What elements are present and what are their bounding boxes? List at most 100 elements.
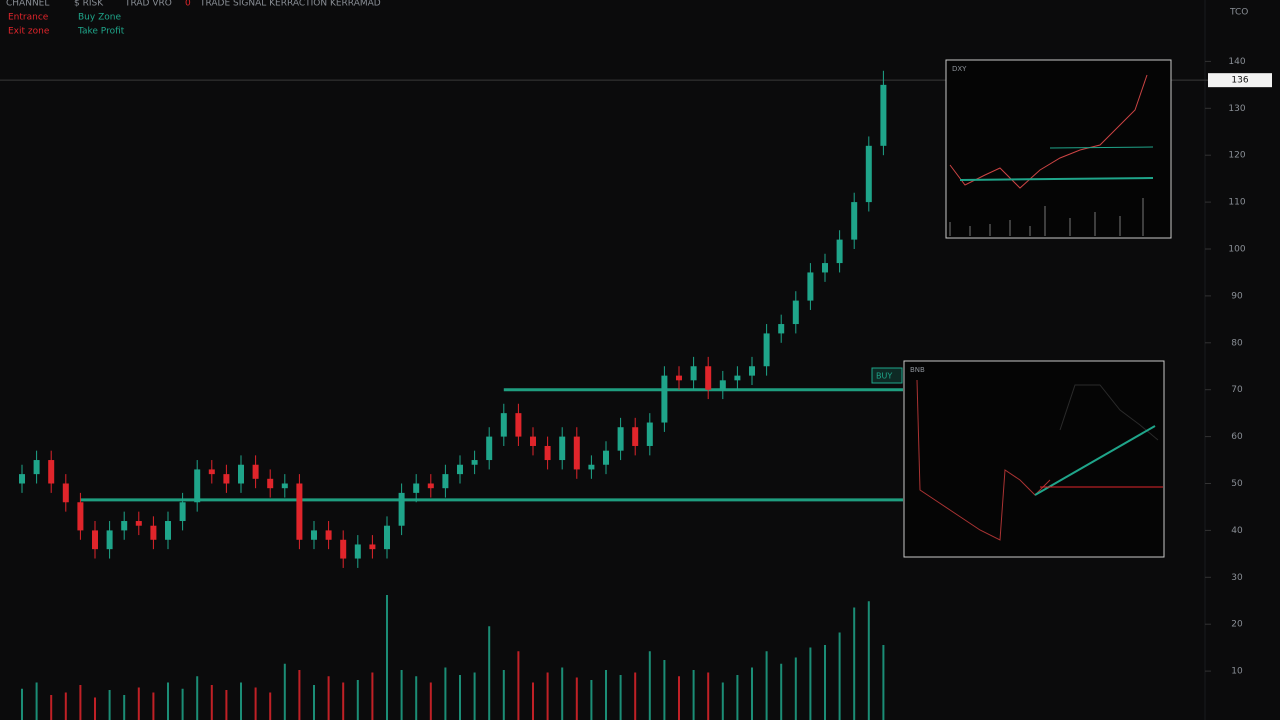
- candle-body: [413, 483, 420, 493]
- volume-bar: [210, 685, 213, 720]
- candle-body: [384, 525, 390, 550]
- candle-body: [92, 530, 98, 550]
- candle-body: [486, 436, 493, 461]
- candle-body: [106, 530, 113, 550]
- volume-bar: [678, 676, 680, 720]
- inset-line: [949, 74, 1148, 189]
- last-price-label: 136: [1231, 76, 1248, 86]
- candle-body: [749, 366, 755, 376]
- volume-bar: [824, 645, 826, 720]
- volume-bar: [765, 651, 768, 720]
- inset-volume: [949, 198, 1144, 236]
- corner-label: TCO: [1229, 8, 1248, 18]
- inset-panel: DXY: [945, 59, 1172, 239]
- volume-bar: [429, 682, 432, 720]
- volume-bar: [882, 645, 885, 720]
- volume-bar: [298, 670, 301, 720]
- volume-bar: [64, 692, 67, 720]
- y-tick-label: 30: [1231, 573, 1243, 583]
- volume-bar: [400, 670, 403, 720]
- y-tick-label: 60: [1231, 432, 1243, 442]
- volume-bar: [838, 632, 841, 720]
- volume-bar: [488, 626, 491, 720]
- candle-body: [48, 460, 55, 484]
- volume-bar: [254, 687, 257, 720]
- candle-body: [311, 530, 317, 540]
- symbol: CHANNEL: [6, 0, 49, 9]
- volume-bar: [751, 667, 753, 720]
- volume-bar: [532, 682, 534, 720]
- inset-frame: [903, 360, 1165, 558]
- candle-body: [281, 483, 288, 489]
- y-tick-label: 80: [1231, 338, 1243, 348]
- candle-body: [457, 464, 463, 475]
- volume-bar: [459, 675, 461, 720]
- volume-bar: [707, 672, 710, 720]
- candle-body: [851, 202, 858, 240]
- volume-bar: [473, 672, 476, 720]
- y-tick-label: 100: [1228, 245, 1245, 255]
- volume-bar: [809, 647, 812, 720]
- candle-body: [734, 375, 741, 381]
- volume-bar: [853, 607, 856, 720]
- volume-bar: [50, 695, 53, 720]
- candle-body: [442, 474, 449, 489]
- candle-body: [690, 366, 697, 381]
- inset-label: DXY: [952, 65, 967, 73]
- candle-body: [880, 84, 887, 146]
- candle-body: [792, 300, 799, 325]
- candle-body: [530, 436, 536, 446]
- candle-body: [471, 460, 478, 465]
- candle-body: [135, 521, 142, 526]
- legend-item: Take Profit: [77, 27, 125, 37]
- volume-bar: [35, 682, 38, 720]
- candle-body: [252, 464, 259, 479]
- candle-body: [340, 539, 347, 559]
- candle-body: [500, 413, 507, 437]
- volume-bar: [721, 682, 724, 720]
- candle-body: [427, 483, 434, 489]
- inset-line: [1059, 384, 1159, 441]
- candle-body: [632, 427, 639, 446]
- y-tick-label: 40: [1231, 526, 1243, 536]
- inset-label: BNB: [910, 366, 925, 374]
- candle-body: [763, 333, 770, 367]
- volume-bar: [152, 692, 155, 720]
- volume-bar: [371, 672, 374, 720]
- candle-body: [588, 464, 595, 470]
- volume-bar: [605, 670, 607, 720]
- volume-bar: [167, 682, 169, 720]
- volume-bar: [21, 688, 23, 720]
- candle-body: [354, 544, 361, 559]
- volume-bar: [575, 677, 578, 720]
- y-tick-label: 110: [1228, 198, 1245, 208]
- candle-body: [559, 436, 566, 461]
- inset-level: [959, 177, 1154, 181]
- candle-body: [267, 478, 274, 489]
- y-tick-label: 70: [1231, 385, 1243, 395]
- y-tick-label: 90: [1231, 291, 1243, 301]
- volume-bar: [415, 676, 418, 720]
- inset-panel: BNB BUY: [871, 360, 1165, 558]
- y-tick-label: 20: [1231, 620, 1243, 630]
- volume-bar: [780, 663, 783, 720]
- candle-body: [865, 145, 872, 203]
- header-item: 0: [185, 0, 191, 9]
- candle-body: [822, 263, 828, 273]
- volume-bar: [692, 670, 695, 720]
- header-item: TRAD VRO: [124, 0, 172, 9]
- volume-bar: [736, 675, 739, 720]
- candle-body: [676, 375, 682, 381]
- legend-item: Buy Zone: [78, 13, 121, 23]
- candle-body: [515, 413, 522, 437]
- last-price-tag: [1208, 73, 1272, 88]
- legend-item: Entrance: [8, 13, 49, 23]
- volume-bar: [648, 651, 651, 720]
- y-tick-label: 50: [1231, 479, 1243, 489]
- candle-body: [544, 445, 551, 461]
- inset-level: [1049, 146, 1154, 149]
- candle-body: [62, 483, 69, 503]
- volume-bar: [240, 682, 242, 720]
- volume-bar: [867, 601, 870, 720]
